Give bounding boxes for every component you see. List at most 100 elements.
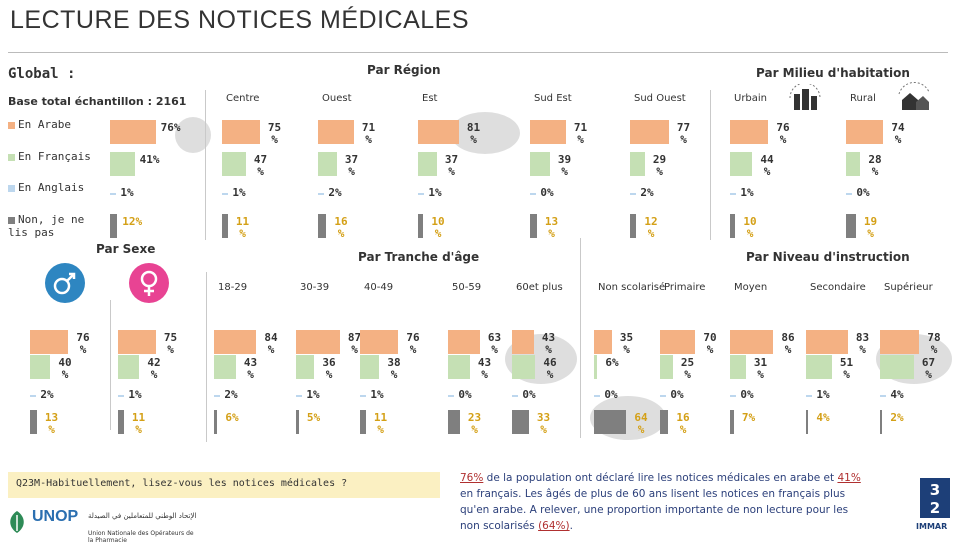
title-divider	[8, 52, 948, 53]
label-a3039-anglais: 1%	[306, 388, 320, 401]
bar-femme-anglais	[118, 395, 124, 397]
label-a3039-nsp: 5%	[306, 411, 321, 424]
bar-ouest-anglais	[318, 193, 324, 195]
label-sudouest-nsp: 12 %	[644, 215, 658, 240]
bar-secondaire-anglais	[806, 395, 812, 397]
label-sudouest-anglais: 2%	[640, 186, 654, 199]
bar-sudest-nsp	[530, 214, 537, 238]
label-a3039-francais: 36 %	[322, 356, 336, 381]
label-est-francais: 37 %	[444, 153, 459, 178]
bar-moyen-nsp	[730, 410, 734, 434]
label-a3039-arabe: 87 %	[347, 331, 362, 356]
label-rural-arabe: 74 %	[891, 121, 905, 146]
bar-homme-arabe	[30, 330, 68, 354]
unop-french: Union Nationale des Opérateurs de la Pha…	[88, 530, 194, 544]
label-ouest-francais: 37 %	[344, 153, 359, 178]
bar-est-anglais	[418, 193, 424, 195]
bar-centre-francais	[222, 152, 246, 176]
bar-est-arabe	[418, 120, 459, 144]
bar-a1829-francais	[214, 355, 236, 379]
label-global-anglais: 1%	[120, 186, 134, 199]
group-label-superieur: Supérieur	[884, 282, 933, 293]
unop-leaf-icon	[10, 511, 24, 533]
label-femme-nsp: 11 %	[131, 411, 146, 436]
age-heading: Par Tranche d'âge	[358, 250, 480, 264]
label-global-arabe: 76%	[160, 121, 181, 134]
city-icon	[789, 84, 821, 110]
label-rural-nsp: 19 %	[863, 215, 878, 240]
label-sudest-francais: 39 %	[557, 153, 572, 178]
bar-global-francais	[110, 152, 135, 176]
group-label-a5059: 50-59	[452, 282, 482, 293]
bar-secondaire-arabe	[806, 330, 848, 354]
bar-sudouest-francais	[630, 152, 645, 176]
bar-homme-nsp	[30, 410, 37, 434]
label-superieur-anglais: 4%	[890, 388, 904, 401]
bar-primaire-arabe	[660, 330, 695, 354]
label-homme-nsp: 13 %	[44, 411, 59, 436]
note-pct-nsp: (64%)	[538, 520, 570, 532]
bar-a5059-francais	[448, 355, 470, 379]
label-nonscol-arabe: 35 %	[619, 331, 634, 356]
bar-urbain-francais	[730, 152, 752, 176]
note-text-1: de la population ont déclaré lire les no…	[483, 472, 838, 484]
group-label-a4049: 40-49	[364, 282, 394, 293]
label-moyen-arabe: 86 %	[781, 331, 795, 356]
section-divider	[206, 272, 207, 442]
bar-femme-arabe	[118, 330, 156, 354]
bar-ouest-nsp	[318, 214, 326, 238]
label-urbain-anglais: 1%	[740, 186, 754, 199]
bar-moyen-anglais	[730, 395, 736, 397]
legend-label-arabe: En Arabe	[18, 118, 71, 131]
section-divider	[110, 300, 111, 430]
bar-femme-nsp	[118, 410, 124, 434]
group-label-centre: Centre	[226, 93, 260, 104]
bar-secondaire-nsp	[806, 410, 808, 434]
bar-global-anglais	[110, 193, 116, 195]
bar-a5059-arabe	[448, 330, 480, 354]
sample-base: Base total échantillon : 2161	[8, 95, 187, 108]
label-sudouest-arabe: 77 %	[676, 121, 691, 146]
region-heading: Par Région	[367, 63, 441, 77]
label-ouest-arabe: 71 %	[361, 121, 376, 146]
label-primaire-arabe: 70 %	[703, 331, 717, 356]
label-femme-arabe: 75 %	[163, 331, 178, 356]
bar-superieur-francais	[880, 355, 914, 379]
label-nonscol-nsp: 64 %	[634, 411, 648, 436]
label-superieur-arabe: 78 %	[927, 331, 941, 356]
page-title: LECTURE DES NOTICES MÉDICALES	[10, 6, 470, 34]
bar-a1829-nsp	[214, 410, 217, 434]
bar-ouest-francais	[318, 152, 337, 176]
bar-moyen-francais	[730, 355, 746, 379]
bar-a60-nsp	[512, 410, 529, 434]
label-a4049-nsp: 11 %	[373, 411, 388, 436]
bar-a3039-arabe	[296, 330, 340, 354]
label-primaire-nsp: 16 %	[676, 411, 690, 436]
label-moyen-nsp: 7%	[741, 411, 756, 424]
bar-superieur-arabe	[880, 330, 919, 354]
bar-superieur-anglais	[880, 395, 886, 397]
bar-urbain-anglais	[730, 193, 736, 195]
bar-a4049-anglais	[360, 395, 366, 397]
label-ouest-nsp: 16 %	[334, 215, 348, 240]
label-moyen-francais: 31 %	[753, 356, 768, 381]
label-nonscol-anglais: 0%	[604, 388, 618, 401]
label-global-nsp: 12%	[122, 215, 143, 228]
note-text-2: en français. Les âgés de plus de 60 ans …	[460, 488, 849, 532]
label-rural-anglais: 0%	[856, 186, 870, 199]
bar-primaire-nsp	[660, 410, 668, 434]
group-label-sudouest: Sud Ouest	[634, 93, 686, 104]
note-pct-arabe: 76%	[460, 472, 484, 484]
bar-nonscol-nsp	[594, 410, 626, 434]
label-a5059-anglais: 0%	[458, 388, 472, 401]
bar-a60-arabe	[512, 330, 534, 354]
bar-urbain-nsp	[730, 214, 735, 238]
label-global-francais: 41%	[139, 153, 160, 166]
group-label-primaire: Primaire	[664, 282, 706, 293]
label-a1829-anglais: 2%	[224, 388, 238, 401]
bar-primaire-anglais	[660, 395, 666, 397]
label-moyen-anglais: 0%	[740, 388, 754, 401]
group-label-moyen: Moyen	[734, 282, 768, 293]
group-label-a60: 60et plus	[516, 282, 563, 293]
